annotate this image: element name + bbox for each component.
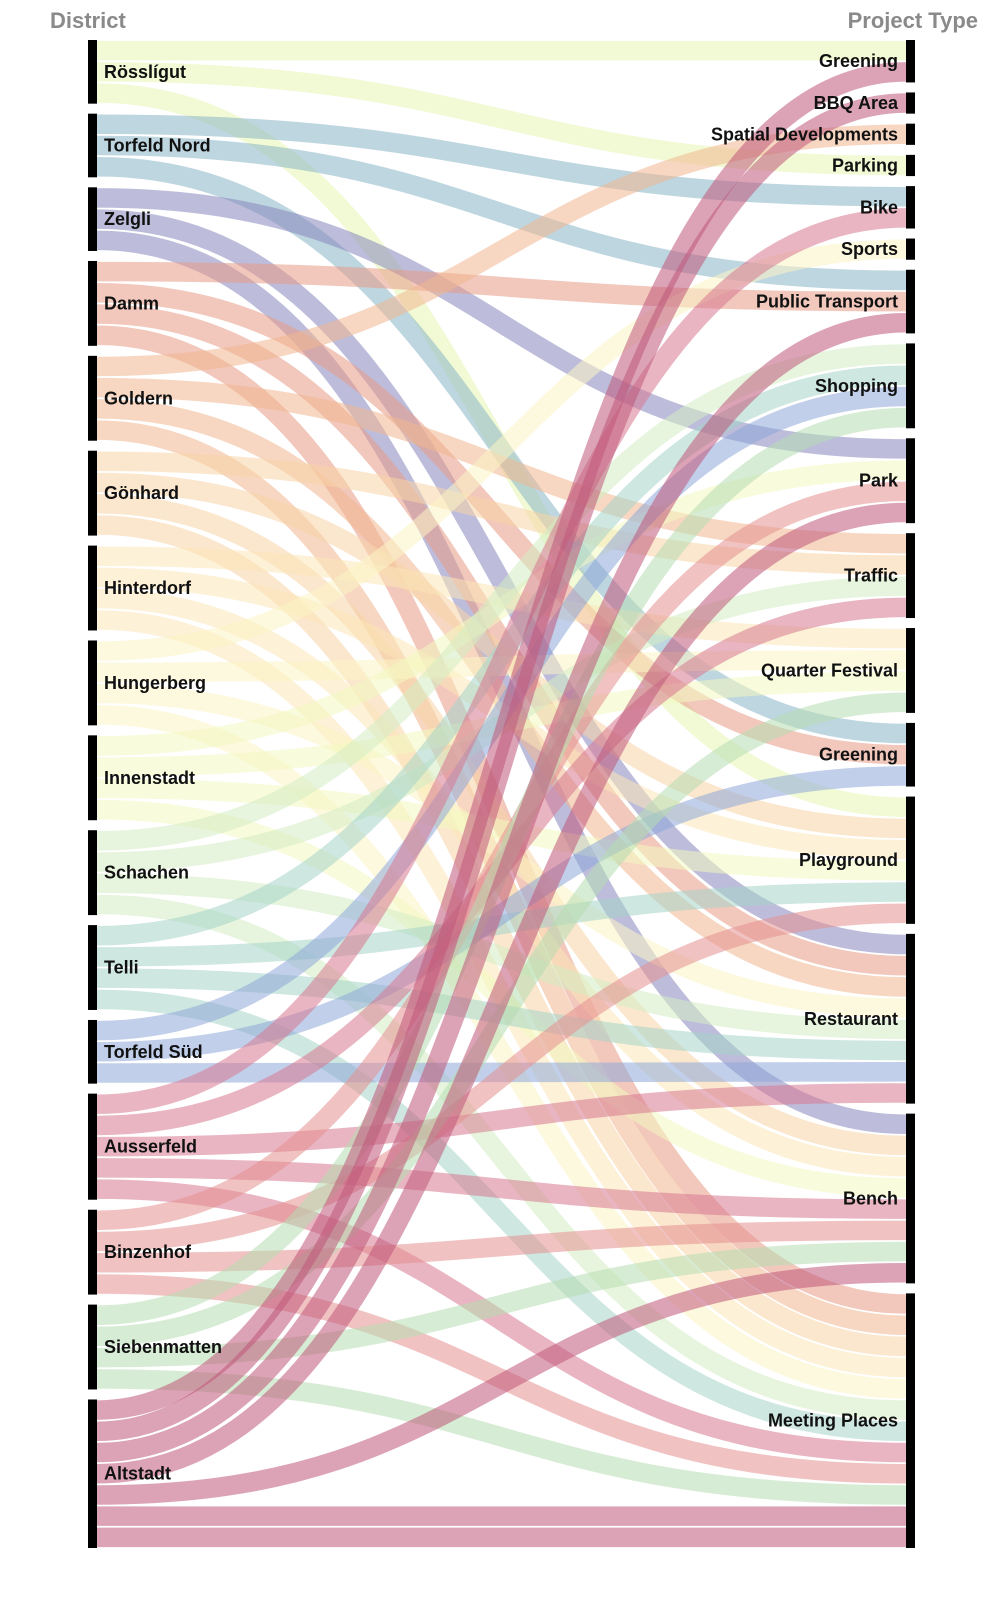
project-type-node bbox=[906, 1113, 915, 1284]
nodes-group bbox=[88, 40, 915, 1548]
district-node bbox=[88, 1093, 97, 1200]
district-node bbox=[88, 545, 97, 631]
project-type-node bbox=[906, 1293, 915, 1548]
sankey-link bbox=[96, 873, 907, 1040]
district-node bbox=[88, 640, 97, 726]
sankey-link bbox=[96, 1179, 907, 1463]
project-type-label: Sports bbox=[841, 239, 898, 259]
district-node bbox=[88, 925, 97, 1010]
district-label: Hinterdorf bbox=[104, 578, 192, 598]
project-type-node bbox=[906, 628, 915, 713]
project-type-label: Greening bbox=[819, 745, 898, 765]
sankey-link bbox=[96, 1083, 907, 1157]
project-type-node bbox=[906, 533, 915, 619]
district-node bbox=[88, 450, 97, 536]
project-type-node bbox=[906, 933, 915, 1104]
district-label: Schachen bbox=[104, 863, 189, 883]
project-type-node bbox=[906, 796, 915, 924]
district-node bbox=[88, 40, 97, 104]
district-node bbox=[88, 1399, 97, 1548]
project-type-node bbox=[906, 92, 915, 114]
sankey-link bbox=[96, 1263, 907, 1505]
district-header: District bbox=[50, 8, 126, 33]
district-label: Goldern bbox=[104, 388, 173, 408]
sankey-link bbox=[96, 313, 907, 1463]
district-node bbox=[88, 735, 97, 821]
sankey-link bbox=[96, 261, 907, 312]
project-type-label: BBQ Area bbox=[814, 93, 899, 113]
project-type-node bbox=[906, 238, 915, 260]
district-label: Torfeld Nord bbox=[104, 135, 211, 155]
project-type-node bbox=[906, 123, 915, 145]
district-label: Telli bbox=[104, 958, 139, 978]
district-label: Ausserfeld bbox=[104, 1137, 197, 1157]
project-type-node bbox=[906, 40, 915, 83]
sankey-link bbox=[96, 778, 907, 881]
sankey-link bbox=[96, 283, 907, 765]
project-type-label: Bike bbox=[860, 197, 898, 217]
sankey-link bbox=[96, 903, 907, 1252]
project-type-node bbox=[906, 438, 915, 524]
project-type-label: Spatial Developments bbox=[711, 124, 898, 144]
project-type-node bbox=[906, 154, 915, 177]
district-label: Gönhard bbox=[104, 483, 179, 503]
project-type-node bbox=[906, 186, 915, 229]
project-type-header: Project Type bbox=[847, 8, 978, 33]
project-type-label: Park bbox=[859, 471, 899, 491]
sankey-link bbox=[96, 502, 907, 1484]
project-type-label: Parking bbox=[832, 155, 898, 175]
sankey-link bbox=[96, 208, 907, 1114]
project-type-label: Public Transport bbox=[756, 292, 898, 312]
project-type-label: Traffic bbox=[844, 566, 898, 586]
district-label: Siebenmatten bbox=[104, 1337, 222, 1357]
district-node bbox=[88, 830, 97, 916]
district-node bbox=[88, 1019, 97, 1084]
sankey-link bbox=[96, 114, 907, 207]
project-type-node bbox=[906, 343, 915, 429]
project-type-label: Greening bbox=[819, 51, 898, 71]
project-type-label: Shopping bbox=[815, 376, 898, 396]
project-type-label: Playground bbox=[799, 850, 898, 870]
district-node bbox=[88, 187, 97, 251]
sankey-link bbox=[96, 93, 907, 1442]
sankey-link bbox=[96, 989, 907, 1442]
district-node bbox=[88, 355, 97, 441]
sankey-link bbox=[96, 692, 907, 1347]
district-node bbox=[88, 1209, 97, 1295]
district-label: Altstadt bbox=[104, 1464, 171, 1484]
project-type-label: Quarter Festival bbox=[761, 660, 898, 680]
project-type-label: Meeting Places bbox=[768, 1411, 898, 1431]
district-node bbox=[88, 113, 97, 178]
district-node bbox=[88, 1304, 97, 1390]
district-label: Zelgli bbox=[104, 209, 151, 229]
district-label: Rösslígut bbox=[104, 62, 186, 82]
district-label: Innenstadt bbox=[104, 768, 195, 788]
district-label: Hungerberg bbox=[104, 673, 206, 693]
district-label: Torfeld Süd bbox=[104, 1042, 203, 1062]
project-type-label: Restaurant bbox=[804, 1009, 898, 1029]
labels-group: Rösslígut Torfeld Nord Zelgli Damm Goldern Gö… bbox=[104, 51, 899, 1484]
district-label: Binzenhof bbox=[104, 1242, 192, 1262]
district-label: Damm bbox=[104, 293, 159, 313]
district-node bbox=[88, 260, 97, 346]
project-type-node bbox=[906, 269, 915, 334]
sankey-link bbox=[96, 894, 907, 1420]
links-group bbox=[96, 40, 907, 1548]
project-type-label: Bench bbox=[843, 1189, 898, 1209]
project-type-node bbox=[906, 722, 915, 787]
